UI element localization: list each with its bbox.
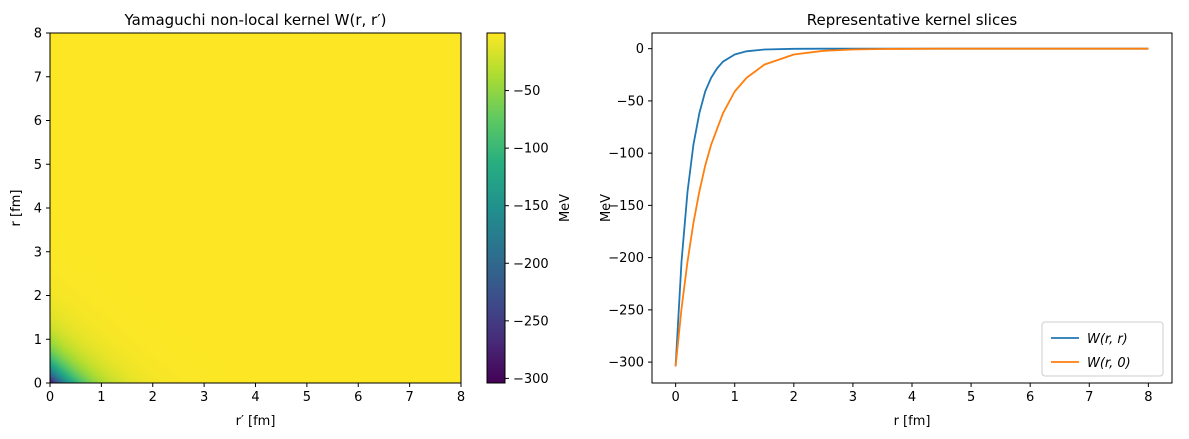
colorbar-tick-label: −200 [513, 257, 549, 272]
line-y-tick-label: −250 [608, 303, 644, 318]
line-x-tick-label: 8 [1144, 390, 1152, 405]
heatmap-chart: Yamaguchi non-local kernel W(r, r′) 0 1 2 3… [9, 11, 573, 429]
heatmap-y-tick-label: 5 [34, 158, 42, 173]
line-y-ticks: 0 −50 −100 −150 −200 −250 −300 [608, 42, 652, 371]
colorbar-tick-label: −50 [513, 84, 540, 99]
line-y-tick-label: −200 [608, 251, 644, 266]
colorbar-tick-label: −100 [513, 142, 549, 157]
colorbar-gradient [486, 32, 506, 384]
heatmap-x-tick-label: 5 [303, 390, 311, 405]
line-x-tick-label: 0 [671, 390, 679, 405]
heatmap-y-ticks: 0 1 2 3 4 5 6 7 8 [34, 27, 50, 392]
colorbar-ticks: −50 −100 −150 −200 −250 −300 [505, 84, 549, 387]
legend: W(r, r) W(r, 0) [1041, 321, 1164, 377]
heatmap-y-tick-label: 4 [34, 202, 42, 217]
line-y-tick-label: −300 [608, 356, 644, 371]
line-y-tick-label: 0 [636, 42, 644, 57]
line-x-tick-label: 6 [1026, 390, 1034, 405]
line-x-tick-label: 1 [731, 390, 739, 405]
heatmap-y-tick-label: 8 [34, 27, 42, 42]
colorbar: −50 −100 −150 −200 −250 −300 MeV [486, 32, 573, 387]
heatmap-title: Yamaguchi non-local kernel W(r, r′) [124, 11, 387, 29]
line-x-tick-label: 2 [790, 390, 798, 405]
line-x-tick-label: 3 [849, 390, 857, 405]
heatmap-y-tick-label: 7 [34, 70, 42, 85]
line-chart: Representative kernel slices 0 1 2 3 4 5 6 7 8 0… [599, 11, 1173, 429]
legend-label-w-r-r: W(r, r) [1087, 332, 1128, 347]
line-y-tick-label: −50 [617, 94, 644, 109]
colorbar-tick-label: −150 [513, 199, 549, 214]
heatmap-x-tick-label: 8 [457, 390, 465, 405]
heatmap-y-tick-label: 0 [34, 377, 42, 392]
line-x-ticks: 0 1 2 3 4 5 6 7 8 [671, 383, 1153, 405]
colorbar-tick-label: −300 [513, 372, 549, 387]
heatmap-y-tick-label: 3 [34, 245, 42, 260]
heatmap-x-tick-label: 0 [46, 390, 54, 405]
line-series-group [674, 47, 1149, 367]
series-line-w-r-0 [674, 47, 1149, 367]
line-chart-title: Representative kernel slices [807, 11, 1018, 29]
heatmap-y-tick-label: 6 [34, 114, 42, 129]
colorbar-label: MeV [558, 194, 573, 222]
line-y-tick-label: −100 [608, 147, 644, 162]
line-y-tick-label: −150 [608, 199, 644, 214]
line-x-tick-label: 7 [1085, 390, 1093, 405]
series-line-w-r-r [674, 47, 1149, 367]
line-x-tick-label: 4 [908, 390, 916, 405]
heatmap-image [50, 33, 461, 383]
heatmap-x-axis-label: r′ [fm] [236, 414, 276, 429]
heatmap-x-tick-label: 1 [97, 390, 105, 405]
line-x-tick-label: 5 [967, 390, 975, 405]
heatmap-x-tick-label: 3 [200, 390, 208, 405]
heatmap-x-tick-label: 6 [354, 390, 362, 405]
colorbar-tick-label: −250 [513, 314, 549, 329]
heatmap-x-tick-label: 7 [405, 390, 413, 405]
line-x-axis-label: r [fm] [894, 414, 931, 429]
heatmap-x-tick-label: 2 [149, 390, 157, 405]
legend-label-w-r-0: W(r, 0) [1087, 356, 1131, 371]
heatmap-x-tick-label: 4 [251, 390, 259, 405]
heatmap-y-axis-label: r [fm] [9, 190, 24, 227]
heatmap-y-tick-label: 2 [34, 289, 42, 304]
heatmap-x-ticks: 0 1 2 3 4 5 6 7 8 [46, 383, 465, 405]
heatmap-y-tick-label: 1 [34, 333, 42, 348]
line-y-axis-label: MeV [599, 194, 614, 222]
